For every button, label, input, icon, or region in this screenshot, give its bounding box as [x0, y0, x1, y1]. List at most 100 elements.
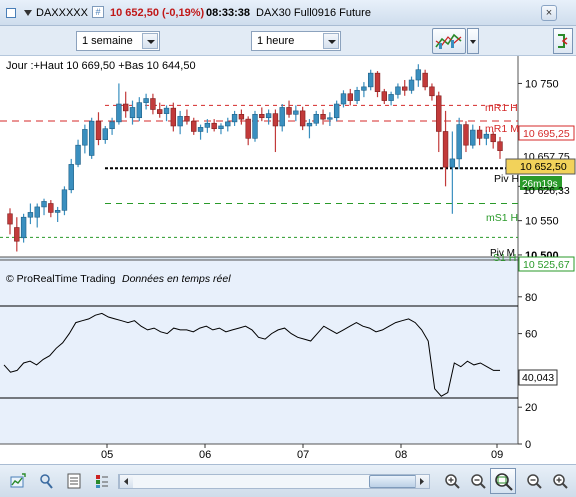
- chart-add-icon[interactable]: [10, 473, 26, 489]
- countdown-tag: 26m19s: [520, 176, 562, 190]
- osc-tick-label: 0: [525, 439, 531, 451]
- title-bar: DAXXXXX # 10 652,50 (-0,19%) 08:33:38 DA…: [0, 0, 576, 26]
- candle: [449, 131, 456, 214]
- price-change: 10 652,50 (-0,19%): [110, 7, 205, 19]
- price-tag-last: 10 652,50: [505, 158, 576, 175]
- candle: [238, 109, 245, 125]
- price-tag-r1m: 10 695,25: [518, 125, 575, 141]
- candle: [68, 158, 74, 194]
- candle: [402, 80, 408, 96]
- candle: [211, 119, 217, 132]
- scrollbar-thumb[interactable]: [369, 475, 417, 488]
- candle: [395, 83, 401, 99]
- zoom-select-icon: [495, 473, 513, 491]
- level-label-ms1h: mS1 H: [486, 212, 518, 224]
- candle: [388, 91, 394, 106]
- scroll-right-button[interactable]: [415, 475, 429, 488]
- candle: [374, 71, 381, 98]
- x-tick-label: 05: [101, 449, 113, 461]
- x-tick-label: 07: [297, 449, 309, 461]
- indicator-list-icon[interactable]: [94, 473, 110, 489]
- zoom-out-2-icon[interactable]: [526, 473, 542, 489]
- candle: [54, 206, 61, 223]
- zoom-in-icon[interactable]: [444, 473, 460, 489]
- candle: [7, 208, 13, 235]
- candle: [122, 91, 129, 118]
- candle: [490, 131, 496, 149]
- candle: [299, 106, 306, 131]
- footer-brand: © ProRealTime Trading: [6, 273, 116, 285]
- candle: [75, 139, 81, 168]
- instrument-name: DAX30 Full0916 Future: [256, 7, 371, 19]
- time-scrollbar[interactable]: [118, 474, 430, 489]
- svg-text:10 525,67: 10 525,67: [523, 259, 570, 271]
- candle: [102, 125, 108, 144]
- svg-text:10 652,50: 10 652,50: [520, 161, 567, 173]
- interval-select[interactable]: 1 heure: [251, 31, 341, 51]
- bottom-toolbar: [0, 464, 576, 497]
- candle: [88, 117, 95, 159]
- level-label-mr1h: mR1 H: [485, 102, 518, 114]
- candle: [367, 69, 374, 91]
- candle: [327, 112, 333, 126]
- candle: [333, 100, 340, 122]
- period-select[interactable]: 1 semaine: [76, 31, 160, 51]
- candle: [218, 123, 224, 135]
- level-label-pivm: Piv M: [490, 248, 515, 259]
- y-tick-label: 10 550: [525, 216, 559, 228]
- zoom-out-icon[interactable]: [470, 473, 486, 489]
- controls-bar: 1 semaine 1 heure: [0, 26, 576, 56]
- svg-text:10 626,33: 10 626,33: [523, 185, 570, 197]
- osc-tick-label: 20: [525, 402, 537, 414]
- candle: [163, 105, 170, 122]
- candle: [272, 109, 279, 153]
- chevron-down-icon[interactable]: [142, 33, 158, 49]
- x-axis-area: [0, 444, 576, 464]
- candle: [170, 102, 177, 132]
- candle: [136, 97, 143, 122]
- interval-select-value: 1 heure: [257, 35, 295, 47]
- candle: [27, 203, 34, 225]
- candle: [259, 107, 265, 122]
- oscillator-pane[interactable]: [0, 260, 518, 444]
- chevron-down-icon[interactable]: [323, 33, 339, 49]
- candle: [116, 83, 122, 125]
- candle: [177, 110, 183, 135]
- side-panel-button[interactable]: [553, 28, 573, 54]
- info-label: Jour :+Haut 10 669,50 +Bas 10 644,50: [6, 60, 196, 72]
- list-icon[interactable]: [66, 473, 82, 489]
- period-select-value: 1 semaine: [82, 35, 133, 47]
- candle: [191, 117, 197, 135]
- candle: [245, 116, 251, 146]
- candle: [20, 213, 27, 243]
- candle: [41, 198, 47, 216]
- price-tag-s1: 10 525,67: [518, 256, 575, 272]
- svg-text:10 695,25: 10 695,25: [523, 128, 570, 140]
- candle: [231, 110, 238, 126]
- candle: [252, 110, 258, 142]
- candle: [14, 217, 20, 252]
- svg-text:26m19s: 26m19s: [522, 179, 558, 190]
- candle: [129, 100, 136, 125]
- zoom-in-2-icon[interactable]: [552, 473, 568, 489]
- candle: [184, 109, 190, 125]
- menu-triangle-icon[interactable]: [24, 10, 32, 16]
- properties-icon[interactable]: [38, 473, 54, 489]
- indicator-tool-button[interactable]: [432, 28, 466, 54]
- symbol-label[interactable]: DAXXXXX: [36, 7, 88, 19]
- indicator-tool-dropdown[interactable]: [467, 28, 479, 54]
- osc-tick-label: 60: [525, 329, 537, 341]
- scroll-left-button[interactable]: [119, 475, 133, 488]
- close-icon[interactable]: ×: [541, 5, 557, 21]
- symbol-grid-icon[interactable]: #: [92, 6, 104, 18]
- x-tick-label: 06: [199, 449, 211, 461]
- zoom-select-button[interactable]: [490, 468, 516, 494]
- candle: [34, 203, 40, 228]
- window-checkbox[interactable]: [6, 8, 16, 18]
- candle: [340, 90, 347, 108]
- candle: [436, 91, 442, 153]
- side-panel-icon: [558, 34, 568, 48]
- candle: [456, 117, 462, 170]
